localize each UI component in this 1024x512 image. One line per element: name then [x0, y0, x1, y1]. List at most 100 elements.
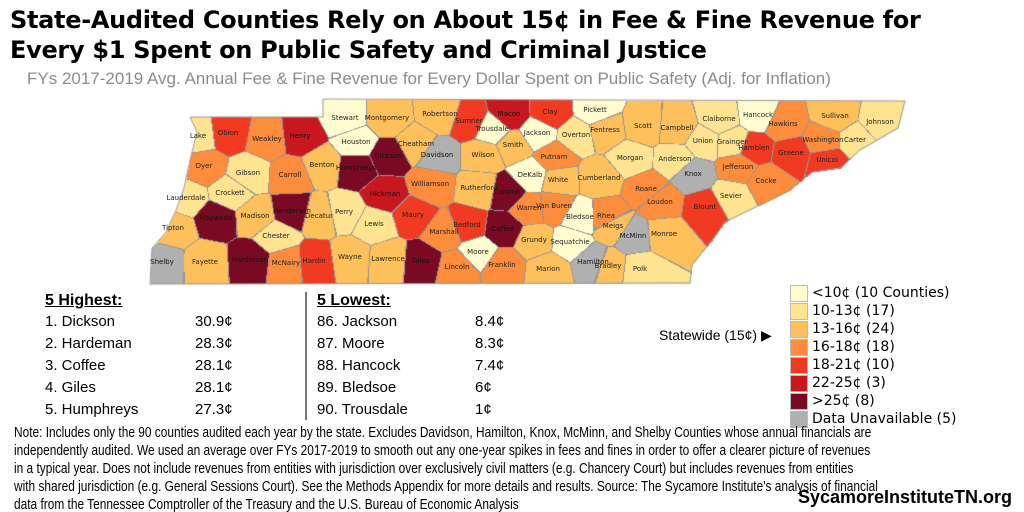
lowest-rank: 88. Hancock	[317, 357, 401, 374]
county-carter: Carter	[844, 136, 866, 144]
lowest-rank: 89. Bledsoe	[317, 379, 397, 396]
county-madison: Madison	[240, 212, 270, 220]
county-cumberland: Cumberland	[577, 174, 621, 182]
county-maury: Maury	[402, 211, 424, 219]
note-line: data from the Tennessee Comptroller of t…	[14, 497, 519, 512]
county-cocke: Cocke	[755, 177, 777, 185]
county-union: Union	[692, 137, 714, 145]
county-smith: Smith	[502, 141, 524, 149]
note-line: Note: Includes only the 90 counties audi…	[14, 425, 872, 441]
note-line: in a typical year. Does not include reve…	[14, 461, 854, 477]
legend-label: <10¢ (10 Counties)	[812, 285, 950, 301]
county-lauderdale: Lauderdale	[166, 194, 206, 202]
county-sumner: Sumner	[455, 117, 483, 125]
legend-swatch	[790, 411, 808, 428]
county-greene: Greene	[778, 149, 804, 157]
county-hickman: Hickman	[369, 190, 401, 198]
county-claiborne: Claiborne	[702, 115, 736, 123]
county-putnam: Putnam	[540, 153, 568, 161]
county-sevier: Sevier	[719, 192, 743, 200]
highest-rank: 4. Giles	[45, 379, 96, 396]
county-bedford: Bedford	[453, 221, 481, 229]
county-jackson: Jackson	[523, 129, 551, 137]
legend-swatch	[790, 321, 808, 338]
lowest-value: 8.4¢	[475, 313, 505, 330]
county-campbell: Campbell	[660, 124, 694, 132]
county-fayette: Fayette	[192, 258, 218, 266]
legend-label: 22-25¢ (3)	[812, 375, 886, 391]
county-houston: Houston	[341, 138, 371, 146]
county-van-buren: Van Buren	[536, 202, 572, 210]
county-davidson: Davidson	[420, 151, 454, 159]
subtitle: FYs 2017-2019 Avg. Annual Fee & Fine Rev…	[27, 69, 831, 88]
title-line-2: Every $1 Spent on Public Safety and Crim…	[10, 36, 707, 64]
county-morgan: Morgan	[616, 154, 644, 162]
legend-swatch	[790, 375, 808, 392]
county-williamson: Williamson	[410, 180, 450, 188]
county-knox: Knox	[684, 170, 702, 178]
county-hardin: Hardin	[302, 257, 326, 265]
county-polk: Polk	[632, 265, 648, 273]
note-line: independently audited. We used an averag…	[14, 443, 871, 459]
table-divider	[305, 292, 307, 420]
note-line: with shared jurisdiction (e.g. General S…	[14, 479, 878, 495]
county-rutherford: Rutherford	[460, 184, 498, 192]
county-henry: Henry	[289, 132, 311, 140]
highest-rank: 5. Humphreys	[45, 401, 139, 418]
county-lewis: Lewis	[364, 220, 384, 228]
county-sequatchie: Sequatchie	[550, 238, 590, 246]
county-humphreys: Humphreys	[335, 164, 377, 172]
county-hawkins: Hawkins	[768, 120, 798, 128]
county-carroll: Carroll	[278, 171, 302, 179]
county-benton: Benton	[309, 161, 335, 169]
county-clay: Clay	[542, 108, 558, 116]
legend-label: 16-18¢ (18)	[812, 339, 895, 355]
county-macon: Macon	[497, 110, 521, 118]
county-giles: Giles	[412, 257, 430, 265]
county-moore: Moore	[467, 248, 489, 256]
county-wayne: Wayne	[338, 253, 362, 261]
lowest-rank: 90. Trousdale	[317, 401, 408, 418]
highest-rank: 1. Dickson	[45, 313, 116, 330]
lowest-value: 1¢	[475, 401, 492, 418]
county-anderson: Anderson	[658, 155, 692, 163]
legend-label: Data Unavailable (5)	[812, 411, 957, 427]
county-grainger: Grainger	[716, 138, 748, 146]
county-white: White	[547, 176, 569, 184]
county-blount: Blount	[693, 203, 717, 211]
county-pickett: Pickett	[583, 106, 607, 114]
county-henderson: Henderson	[272, 207, 312, 215]
county-fentress: Fentress	[590, 126, 620, 134]
legend-label: 18-21¢ (10)	[812, 357, 895, 373]
county-haywood: Haywood	[199, 214, 233, 222]
county-mcnairy: McNairy	[271, 259, 301, 267]
legend-swatch	[790, 393, 808, 410]
highest-heading: 5 Highest:	[45, 292, 123, 309]
statewide-marker: Statewide (15¢) ▶	[659, 327, 772, 344]
county-dyer: Dyer	[195, 162, 213, 170]
county-mcminn: McMinn	[619, 232, 647, 240]
county-trousdale: Trousdale	[475, 125, 509, 133]
county-perry: Perry	[334, 208, 354, 216]
county-bledsoe: Bledsoe	[566, 213, 594, 221]
county-gibson: Gibson	[235, 169, 261, 177]
county-overton: Overton	[561, 131, 591, 139]
county-bradley: Bradley	[594, 262, 622, 270]
county-hancock: Hancock	[742, 111, 774, 119]
county-loudon: Loudon	[647, 198, 673, 206]
county-hamilton: Hamilton	[577, 258, 609, 266]
county-johnson: Johnson	[866, 118, 894, 126]
highest-value: 27.3¢	[195, 401, 233, 418]
highest-value: 28.3¢	[195, 335, 233, 352]
legend-label: >25¢ (8)	[812, 393, 875, 409]
county-marshall: Marshall	[429, 228, 459, 236]
title-line-1: State-Audited Counties Rely on About 15¢…	[10, 6, 921, 34]
lowest-heading: 5 Lowest:	[317, 292, 391, 309]
legend-swatch	[790, 303, 808, 320]
lowest-value: 8.3¢	[475, 335, 505, 352]
triangle-right-icon: ▶	[760, 327, 772, 343]
county-franklin: Franklin	[488, 261, 516, 269]
county-crockett: Crockett	[215, 189, 245, 197]
highest-rank: 3. Coffee	[45, 357, 106, 374]
county-weakley: Weakley	[252, 135, 282, 143]
